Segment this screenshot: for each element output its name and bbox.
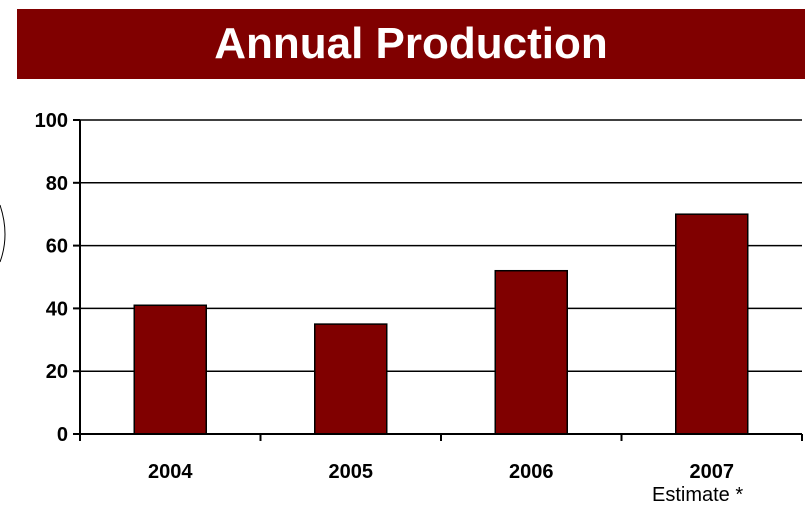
x-tick-label-2007: 2007 <box>690 461 735 483</box>
bar-2006 <box>494 269 568 435</box>
title-banner: Annual Production <box>17 9 805 79</box>
edge-arc-decoration <box>0 204 6 263</box>
bar-2005 <box>314 323 388 435</box>
estimate-note: Estimate * <box>652 484 744 506</box>
y-tick-label-60: 60 <box>46 236 68 258</box>
x-tick-label-2005: 2005 <box>329 461 374 483</box>
x-tick-label-2006: 2006 <box>509 461 554 483</box>
y-tick-label-80: 80 <box>46 173 68 195</box>
y-tick-label-40: 40 <box>46 298 68 320</box>
x-tick-label-2004: 2004 <box>148 461 193 483</box>
bar-2007 <box>675 213 749 435</box>
chart-title: Annual Production <box>214 19 608 68</box>
bar-2004 <box>133 304 207 435</box>
y-tick-label-20: 20 <box>46 361 68 383</box>
y-tick-label-100: 100 <box>35 110 68 132</box>
y-tick-label-0: 0 <box>57 424 68 446</box>
